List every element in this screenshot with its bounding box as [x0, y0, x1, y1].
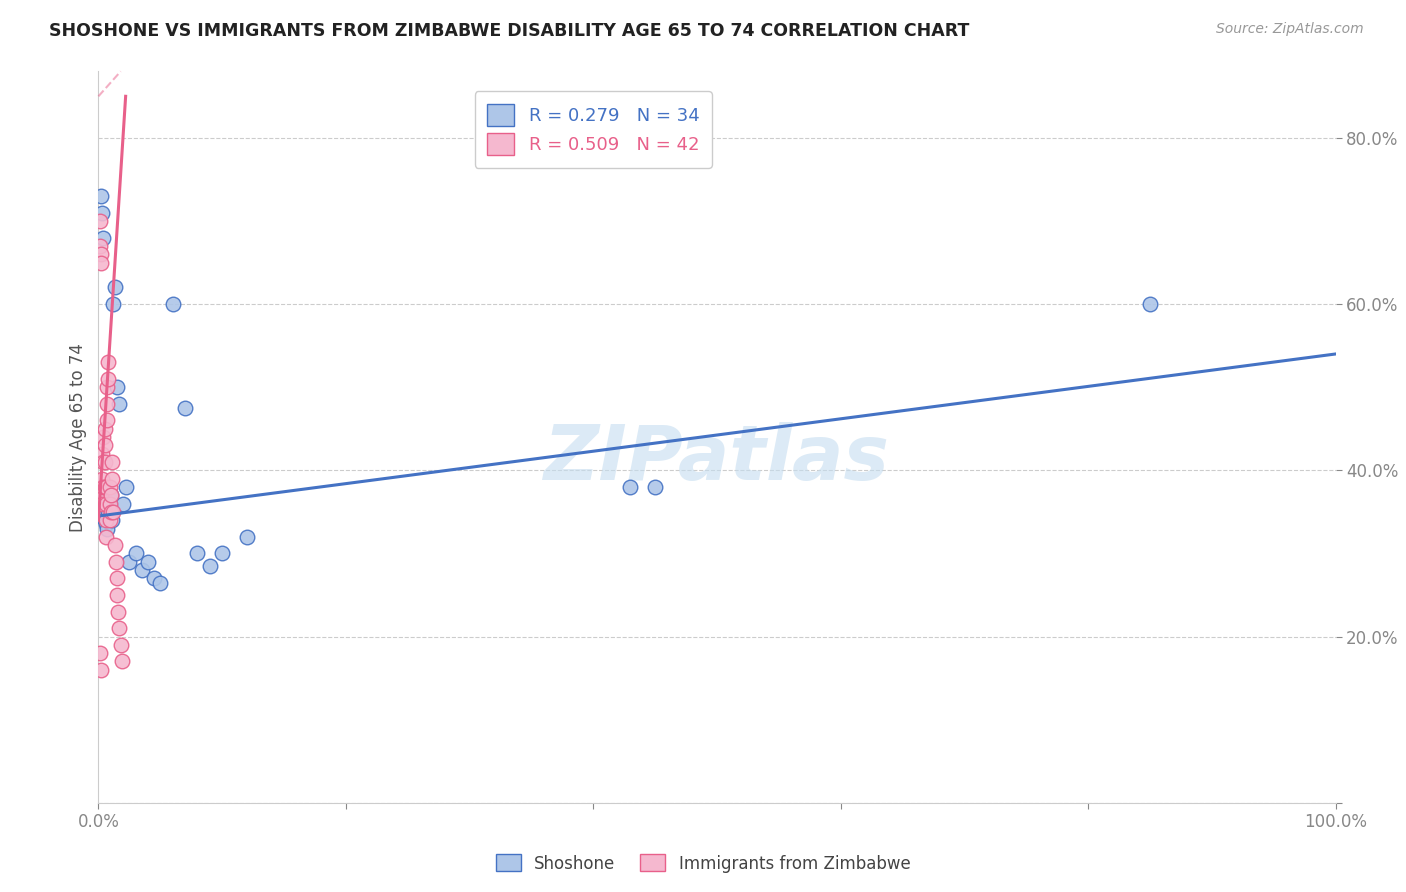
- Point: [98, 497, 121, 511]
- Point: [103, 505, 125, 519]
- Point: [101, 513, 124, 527]
- Point: [93, 455, 115, 469]
- Point: [93, 513, 115, 527]
- Point: [100, 505, 122, 519]
- Point: [96, 380, 118, 394]
- Point: [100, 488, 122, 502]
- Legend: Shoshone, Immigrants from Zimbabwe: Shoshone, Immigrants from Zimbabwe: [489, 847, 917, 880]
- Point: [93, 500, 115, 515]
- Point: [107, 605, 129, 619]
- Point: [90, 189, 112, 203]
- Point: [108, 397, 131, 411]
- Text: Source: ZipAtlas.com: Source: ZipAtlas.com: [1216, 22, 1364, 37]
- Point: [91, 497, 114, 511]
- Point: [90, 663, 112, 677]
- Point: [236, 530, 259, 544]
- Point: [211, 546, 233, 560]
- Point: [174, 401, 197, 415]
- Point: [94, 530, 117, 544]
- Point: [105, 588, 128, 602]
- Y-axis label: Disability Age 65 to 74: Disability Age 65 to 74: [69, 343, 87, 532]
- Point: [198, 558, 221, 573]
- Point: [94, 480, 117, 494]
- Point: [110, 638, 132, 652]
- Point: [149, 575, 172, 590]
- Point: [108, 621, 131, 635]
- Point: [93, 430, 115, 444]
- Point: [103, 280, 125, 294]
- Point: [112, 497, 135, 511]
- Point: [90, 488, 112, 502]
- Point: [162, 297, 184, 311]
- Point: [104, 555, 127, 569]
- Point: [93, 480, 115, 494]
- Point: [1139, 297, 1161, 311]
- Point: [94, 517, 117, 532]
- Point: [186, 546, 208, 560]
- Point: [90, 509, 112, 524]
- Point: [93, 230, 115, 244]
- Point: [89, 239, 111, 253]
- Point: [98, 513, 121, 527]
- Legend: R = 0.279   N = 34, R = 0.509   N = 42: R = 0.279 N = 34, R = 0.509 N = 42: [475, 91, 711, 168]
- Point: [101, 472, 124, 486]
- Point: [91, 447, 114, 461]
- Point: [96, 397, 118, 411]
- Point: [96, 521, 118, 535]
- Text: ZIPatlas: ZIPatlas: [544, 422, 890, 496]
- Point: [90, 255, 112, 269]
- Point: [131, 563, 153, 577]
- Point: [101, 455, 124, 469]
- Point: [91, 472, 114, 486]
- Point: [98, 480, 121, 494]
- Text: SHOSHONE VS IMMIGRANTS FROM ZIMBABWE DISABILITY AGE 65 TO 74 CORRELATION CHART: SHOSHONE VS IMMIGRANTS FROM ZIMBABWE DIS…: [49, 22, 970, 40]
- Point: [118, 555, 141, 569]
- Point: [644, 480, 666, 494]
- Point: [97, 355, 120, 369]
- Point: [97, 505, 120, 519]
- Point: [90, 247, 112, 261]
- Point: [136, 555, 159, 569]
- Point: [93, 438, 115, 452]
- Point: [114, 480, 136, 494]
- Point: [94, 513, 117, 527]
- Point: [96, 413, 118, 427]
- Point: [100, 488, 122, 502]
- Point: [105, 571, 128, 585]
- Point: [93, 422, 115, 436]
- Point: [124, 546, 146, 560]
- Point: [103, 297, 125, 311]
- Point: [619, 480, 641, 494]
- Point: [89, 646, 111, 660]
- Point: [105, 380, 128, 394]
- Point: [111, 655, 134, 669]
- Point: [93, 480, 115, 494]
- Point: [143, 571, 166, 585]
- Point: [98, 497, 121, 511]
- Point: [94, 497, 117, 511]
- Point: [91, 205, 114, 219]
- Point: [97, 372, 120, 386]
- Point: [93, 455, 115, 469]
- Point: [89, 214, 111, 228]
- Point: [91, 505, 114, 519]
- Point: [103, 538, 125, 552]
